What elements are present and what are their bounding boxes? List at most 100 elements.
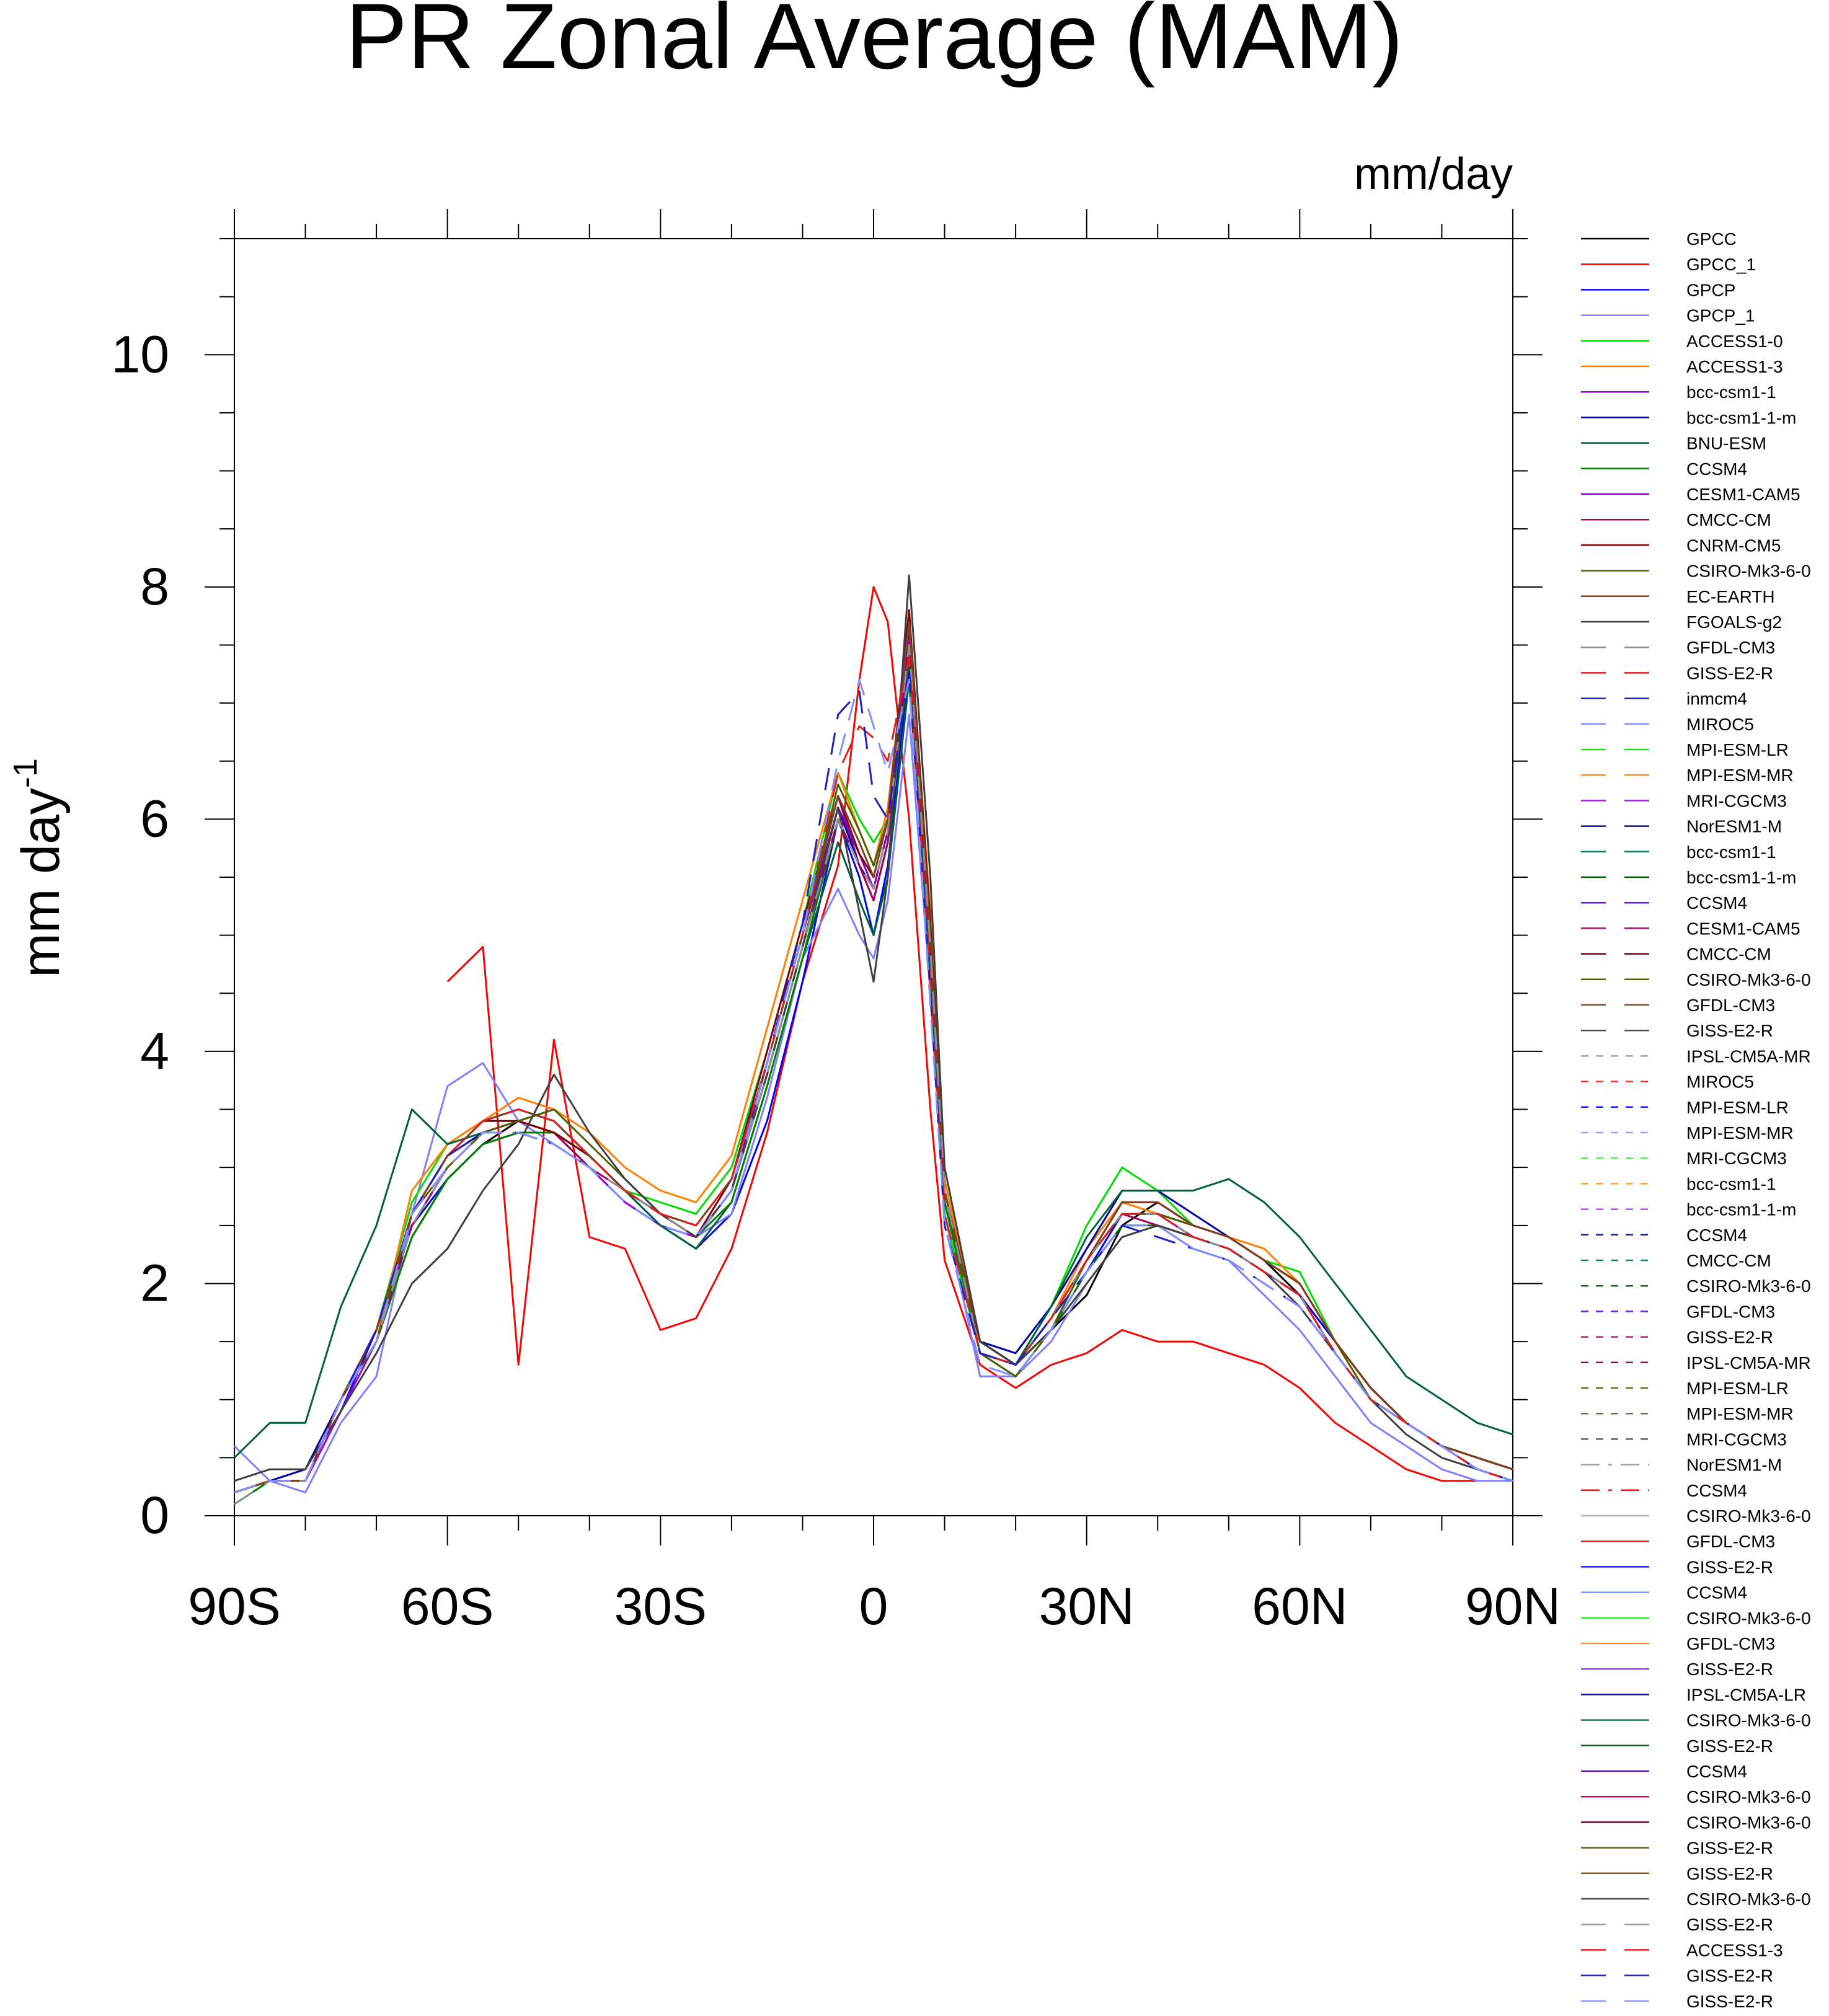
legend-item: CSIRO-Mk3-6-0 [1581,1276,1811,1296]
x-tick-label: 90N [1465,1577,1561,1635]
legend-label: GISS-E2-R [1686,1660,1773,1679]
y-tick-label: 0 [140,1486,169,1544]
legend-label: bcc-csm1-1-m [1686,868,1796,887]
series-line-gfdl-cm3 [234,644,1513,1505]
legend-item: CMCC-CM [1581,510,1771,529]
legend-label: FGOALS-g2 [1686,612,1782,632]
legend-item: CESM1-CAM5 [1581,485,1800,504]
legend-label: GISS-E2-R [1686,1328,1773,1347]
legend-item: CCSM4 [1581,1762,1747,1781]
legend-label: GISS-E2-R [1686,1736,1773,1756]
legend-label: GISS-E2-R [1686,1557,1773,1576]
legend-label: MRI-CGCM3 [1686,1149,1787,1168]
legend-item: CSIRO-Mk3-6-0 [1581,1890,1811,1909]
legend-label: MPI-ESM-LR [1686,740,1789,759]
legend-label: bcc-csm1-1 [1686,382,1776,402]
y-axis-ticks: 0 2 4 6 8 10 [112,238,1543,1544]
series-line-gpcp-1 [233,714,1513,1493]
x-tick-label: 30S [614,1577,707,1635]
legend-label: GPCP [1686,280,1735,299]
legend-label: IPSL-CM5A-MR [1686,1353,1811,1373]
legend-item: CSIRO-Mk3-6-0 [1581,1609,1811,1628]
legend-label: CESM1-CAM5 [1686,919,1800,938]
legend-label: CESM1-CAM5 [1686,485,1800,504]
legend-item: MRI-CGCM3 [1581,1149,1787,1168]
legend-item: GPCP_1 [1581,306,1755,325]
legend-label: GISS-E2-R [1686,1992,1773,2011]
legend-label: NorESM1-M [1686,817,1782,836]
series-line-inmcm4 [234,667,1513,1493]
legend-label: CSIRO-Mk3-6-0 [1686,1506,1811,1526]
legend-item: MIROC5 [1581,715,1754,734]
legend-item: GFDL-CM3 [1581,996,1775,1015]
series-line-csiro-mk3-6-0 [234,621,1513,1493]
x-tick-label: 30N [1039,1577,1135,1635]
legend-item: bcc-csm1-1 [1581,382,1776,402]
legend-label: GISS-E2-R [1686,1966,1773,1986]
y-tick-label: 4 [140,1022,169,1080]
legend-item: CSIRO-Mk3-6-0 [1581,1787,1811,1806]
legend-label: IPSL-CM5A-LR [1686,1685,1806,1704]
legend-label: CCSM4 [1686,893,1747,913]
legend-item: CCSM4 [1581,1481,1747,1500]
legend-label: CSIRO-Mk3-6-0 [1686,970,1811,989]
legend-item: GISS-E2-R [1581,663,1773,683]
legend-item: CMCC-CM [1581,945,1771,964]
x-tick-label: 60N [1252,1577,1347,1635]
legend-item: inmcm4 [1581,689,1747,709]
legend-label: MPI-ESM-MR [1686,1404,1794,1423]
legend-label: GISS-E2-R [1686,1915,1773,1934]
legend-label: MPI-ESM-MR [1686,766,1794,785]
legend-label: CSIRO-Mk3-6-0 [1686,562,1811,581]
legend-label: BNU-ESM [1686,434,1766,453]
series-line-ccsm4 [234,655,1513,1505]
legend-label: inmcm4 [1686,689,1747,709]
legend-item: IPSL-CM5A-LR [1581,1685,1806,1704]
legend-item: bcc-csm1-1-m [1581,408,1796,427]
legend-item: GISS-E2-R [1581,1557,1773,1576]
legend-item: ACCESS1-3 [1581,357,1783,376]
legend-label: GFDL-CM3 [1686,638,1775,657]
legend-label: GISS-E2-R [1686,1021,1773,1040]
legend-label: GPCP_1 [1686,306,1755,325]
legend-label: NorESM1-M [1686,1456,1782,1475]
legend-item: MPI-ESM-MR [1581,1123,1794,1143]
legend-label: MIROC5 [1686,715,1754,734]
legend-label: MPI-ESM-LR [1686,1379,1789,1398]
legend-label: GISS-E2-R [1686,1839,1773,1858]
series-line-cmcc-cm [234,644,1513,1493]
y-tick-label: 10 [112,325,169,383]
series-line-cnrm-cm5 [234,609,1513,1493]
legend-item: GFDL-CM3 [1581,1302,1775,1321]
legend-label: CSIRO-Mk3-6-0 [1686,1813,1811,1832]
x-axis-ticks: 90S 60S 30S 0 30N 60N 90N [188,209,1561,1635]
series-line-fgoals-g2 [234,574,1513,1482]
legend-label: CCSM4 [1686,459,1747,479]
legend-item: GISS-E2-R [1581,1736,1773,1756]
legend-item: GISS-E2-R [1581,1328,1773,1347]
units-label: mm/day [1354,149,1513,199]
legend-item: CCSM4 [1581,459,1747,479]
legend-label: GFDL-CM3 [1686,1634,1775,1653]
x-tick-label: 60S [401,1577,494,1635]
legend-label: GFDL-CM3 [1686,1532,1775,1551]
legend-item: GISS-E2-R [1581,1966,1773,1986]
legend-label: CNRM-CM5 [1686,536,1781,555]
legend-item: bcc-csm1-1-m [1581,1200,1796,1219]
legend-item: GFDL-CM3 [1581,638,1775,657]
y-tick-label: 8 [140,557,169,616]
legend-label: MRI-CGCM3 [1686,791,1787,810]
legend-label: bcc-csm1-1 [1686,842,1776,862]
data-series [233,574,1513,1505]
legend-label: bcc-csm1-1-m [1686,1200,1796,1219]
series-line-bcc-csm1-1-m [234,632,1513,1493]
legend-item: MPI-ESM-LR [1581,1379,1789,1398]
legend-item: NorESM1-M [1581,817,1782,836]
legend-item: GISS-E2-R [1581,1021,1773,1040]
x-tick-label: 90S [188,1577,280,1635]
legend-item: GISS-E2-R [1581,1992,1773,2011]
legend-item: CCSM4 [1581,1226,1747,1245]
legend-label: CCSM4 [1686,1762,1747,1781]
legend-label: CSIRO-Mk3-6-0 [1686,1609,1811,1628]
legend-label: ACCESS1-3 [1686,357,1783,376]
